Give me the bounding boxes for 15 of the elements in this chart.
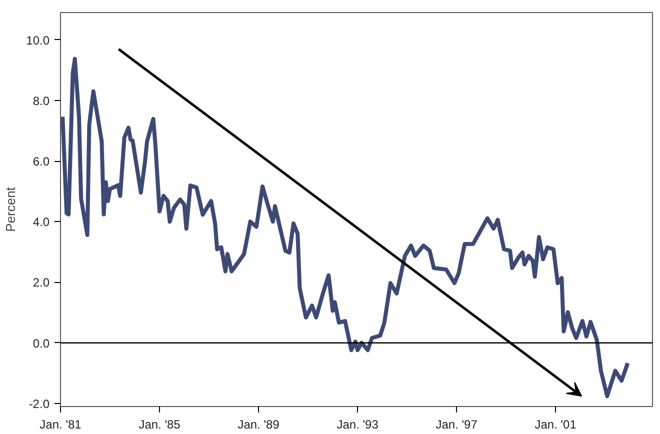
x-tick-label: Jan. '01: [534, 418, 577, 432]
y-axis-title: Percent: [3, 186, 18, 232]
x-tick-label: Jan. '89: [238, 418, 280, 432]
x-tick-label: Jan. '85: [138, 418, 181, 432]
y-tick-label: 6.0: [32, 154, 50, 169]
x-tick-label: Jan. '97: [436, 418, 478, 432]
x-tick-label: Jan. '93: [336, 418, 379, 432]
x-tick-label: Jan. '81: [40, 418, 82, 432]
line-series: [60, 56, 630, 398]
y-tick-label: 2.0: [32, 276, 50, 290]
y-tick-label: 8.0: [32, 94, 50, 108]
y-tick-label: -2.0: [28, 396, 50, 411]
y-tick-label: 0.0: [32, 336, 50, 350]
y-tick-label: 10.0: [26, 33, 50, 48]
y-tick-label: 4.0: [32, 215, 50, 230]
